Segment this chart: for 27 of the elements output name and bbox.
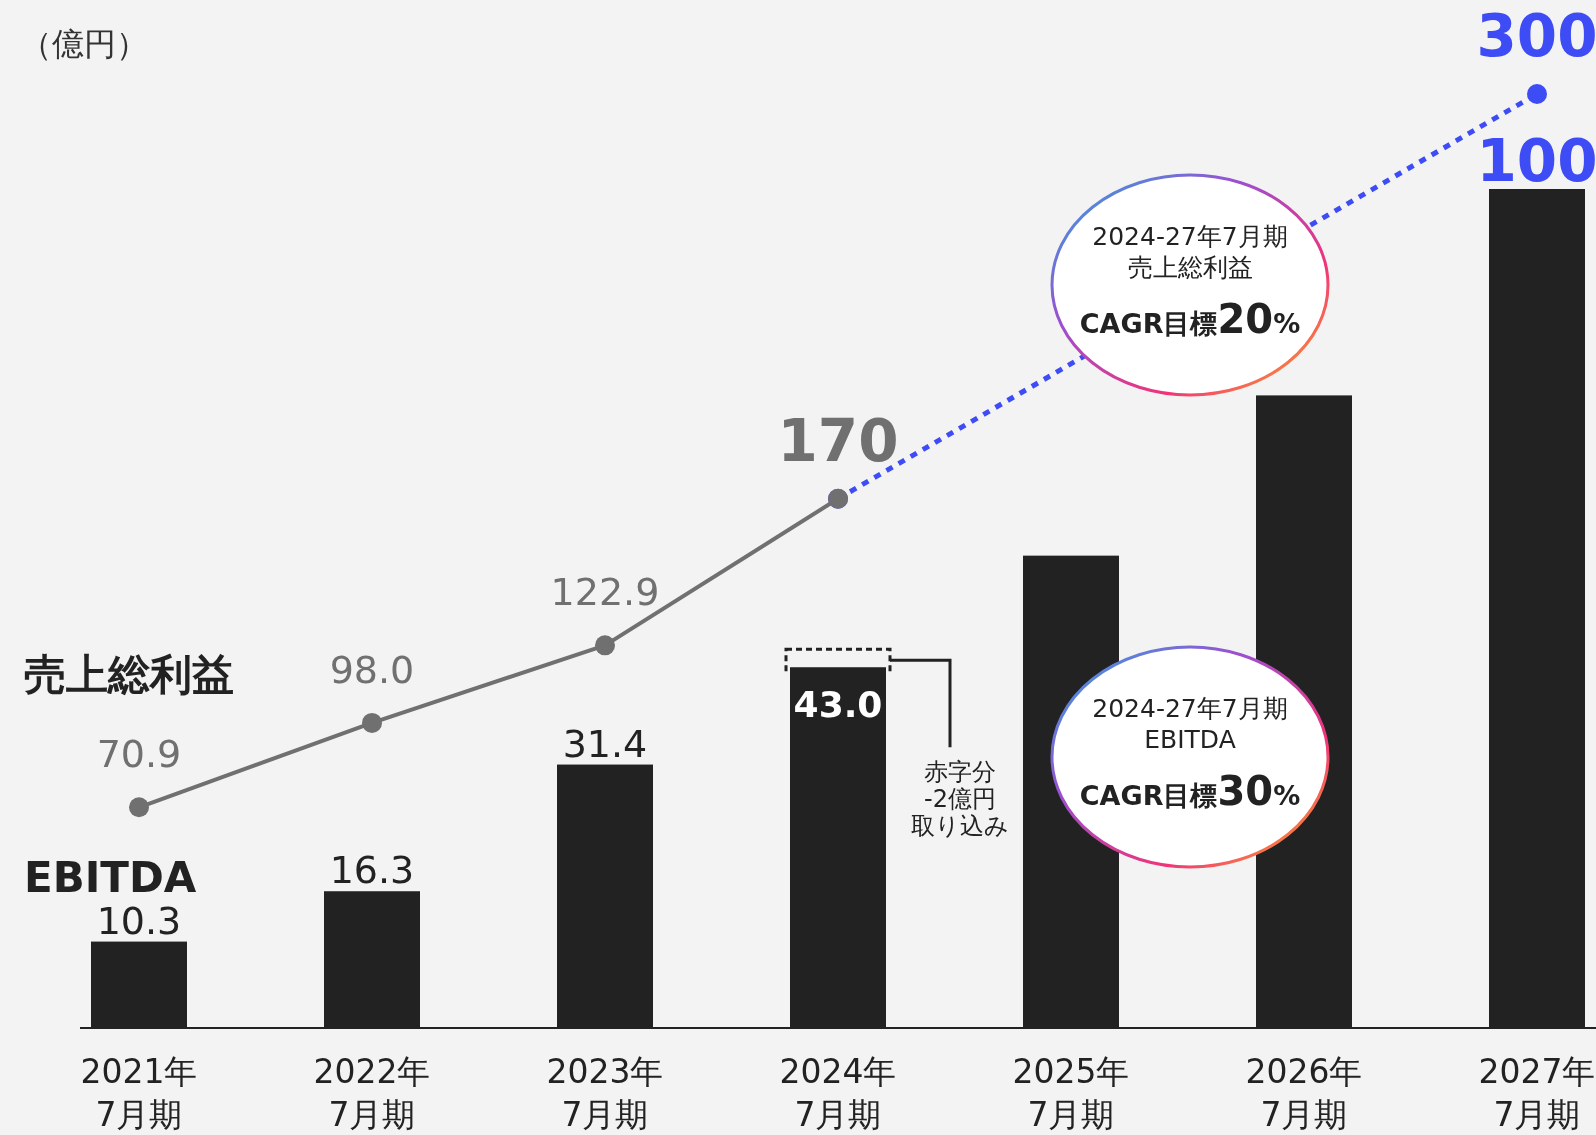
x-tick-label: 2025年 7月期 — [1012, 1052, 1130, 1134]
data-label: 70.9 — [96, 732, 182, 777]
data-label: 300 — [1476, 2, 1596, 70]
data-label: 43.0 — [793, 684, 883, 726]
annotation: CAGR目標30% — [1079, 768, 1301, 814]
data-label: 31.4 — [562, 721, 648, 766]
annotation: 売上総利益 — [1127, 253, 1253, 282]
x-tick-label: 2024年 7月期 — [779, 1052, 897, 1134]
annotation: CAGR目標20% — [1079, 296, 1301, 342]
x-tick-label: 2023年 7月期 — [546, 1052, 664, 1134]
annotation: EBITDA — [1144, 725, 1236, 754]
annotation: 赤字分 — [924, 758, 996, 787]
annotation: 2024-27年7月期 — [1092, 694, 1288, 723]
data-label: 122.9 — [550, 570, 660, 615]
x-tick-label: 2026年 7月期 — [1245, 1052, 1363, 1134]
annotation: 2024-27年7月期 — [1092, 222, 1288, 251]
x-tick-label: 2027年 7月期 — [1478, 1052, 1596, 1134]
x-tick-label: 2021年 7月期 — [80, 1052, 198, 1134]
x-tick-label: 2022年 7月期 — [313, 1052, 431, 1134]
annotation: -2億円 — [924, 785, 996, 814]
data-label: 100 — [1476, 127, 1596, 195]
annotation: 取り込み — [911, 812, 1009, 841]
data-label: 16.3 — [329, 848, 415, 893]
series-label: 売上総利益 — [24, 650, 234, 700]
data-label: 170 — [777, 406, 899, 475]
data-label: 98.0 — [329, 647, 415, 692]
y-axis-title: （億円） — [20, 25, 148, 63]
